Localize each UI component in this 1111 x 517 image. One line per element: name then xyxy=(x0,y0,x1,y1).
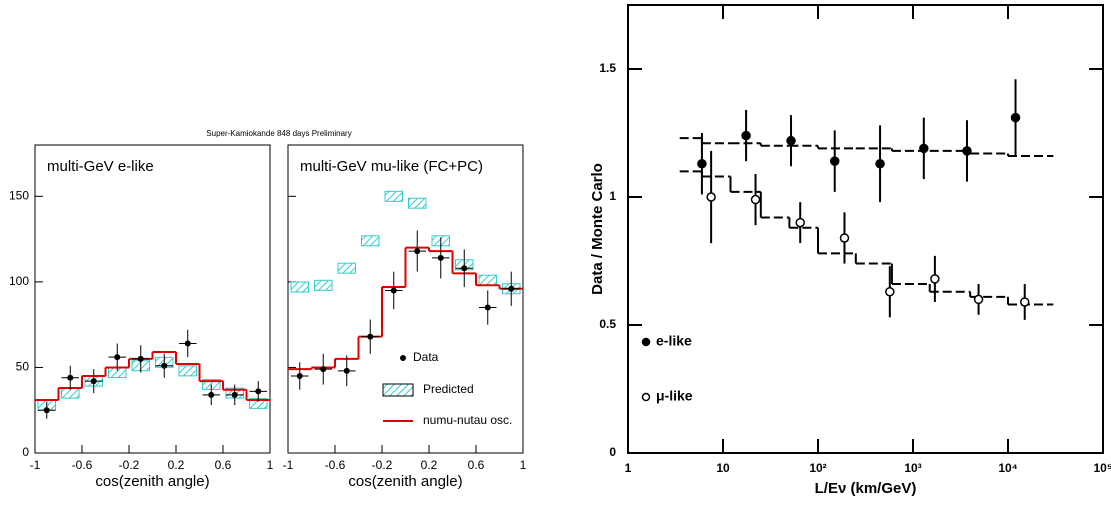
legend-label: μ-like xyxy=(656,388,693,404)
predicted-box xyxy=(361,235,380,247)
x-tick-label: 10⁵ xyxy=(1094,461,1111,475)
x-tick-label: 0.6 xyxy=(468,458,485,472)
data-point xyxy=(741,130,751,141)
x-tick-label: 0.2 xyxy=(421,458,438,472)
x-tick-label: 0.2 xyxy=(168,458,185,472)
legend-marker xyxy=(641,392,651,402)
x-tick-label: -0.6 xyxy=(72,458,93,472)
legend-label: Data xyxy=(413,350,439,364)
predicted-box xyxy=(384,190,403,202)
data-point xyxy=(343,367,350,374)
x-tick-label: -1 xyxy=(30,458,41,472)
data-point xyxy=(973,294,984,305)
x-tick-label: 1 xyxy=(625,461,632,475)
y-tick-label: 0 xyxy=(22,445,29,459)
data-point xyxy=(829,156,840,166)
predicted-box xyxy=(337,262,356,274)
x-tick-label: -0.2 xyxy=(372,458,393,472)
x-tick-label: 10⁴ xyxy=(998,461,1017,475)
data-point xyxy=(67,374,74,381)
data-point xyxy=(367,333,374,340)
data-point xyxy=(750,194,761,205)
data-point xyxy=(484,304,491,311)
data-point xyxy=(461,265,468,272)
x-tick-label: 10 xyxy=(716,461,730,475)
y-tick-label: 0.5 xyxy=(599,317,616,331)
x-tick-label: 10² xyxy=(809,461,826,475)
data-point xyxy=(697,158,707,169)
y-tick-label: 0 xyxy=(609,445,616,459)
data-point xyxy=(90,378,97,385)
plot-frame xyxy=(287,144,524,454)
data-point xyxy=(296,373,303,379)
data-point xyxy=(875,158,885,169)
data-point xyxy=(255,388,262,395)
y-axis-label: Data / Monte Carlo xyxy=(589,163,606,295)
x-axis-label: cos(zenith angle) xyxy=(95,473,209,490)
x-tick-label: 1 xyxy=(520,458,527,472)
x-tick-label: 10³ xyxy=(904,461,921,475)
panel-label: multi-GeV e-like xyxy=(47,158,154,175)
y-tick-label: 50 xyxy=(16,360,30,374)
data-point xyxy=(962,146,972,156)
x-tick-label: -1 xyxy=(283,458,294,472)
data-point xyxy=(137,355,144,362)
x-tick-label: -0.6 xyxy=(325,458,346,472)
data-point xyxy=(795,217,805,228)
data-point xyxy=(1019,297,1030,307)
x-tick-label: -0.2 xyxy=(119,458,140,472)
legend-label: Predicted xyxy=(423,382,474,396)
y-tick-label: 1.5 xyxy=(599,61,616,75)
data-point xyxy=(208,391,215,398)
legend-marker xyxy=(382,383,414,397)
data-point xyxy=(919,143,929,154)
y-tick-label: 1 xyxy=(609,189,616,203)
data-point xyxy=(839,233,850,243)
predicted-box xyxy=(290,281,309,293)
data-point xyxy=(508,285,515,292)
data-point xyxy=(414,248,421,255)
panel-label: multi-GeV mu-like (FC+PC) xyxy=(300,158,483,175)
data-point xyxy=(390,287,397,294)
data-point xyxy=(184,340,191,347)
chart-title: Super-Kamiokande 848 days Preliminary xyxy=(206,129,351,138)
predicted-box xyxy=(408,197,427,209)
legend-label: numu-nutau osc. xyxy=(423,413,512,427)
data-point xyxy=(1010,112,1021,123)
x-axis-label: cos(zenith angle) xyxy=(348,473,462,490)
legend-marker xyxy=(400,355,406,361)
legend-marker xyxy=(641,337,651,347)
data-point xyxy=(437,254,444,261)
predicted-box xyxy=(178,365,197,377)
x-axis-label: L/Eν (km/GeV) xyxy=(815,480,917,497)
data-point xyxy=(930,274,940,284)
data-point xyxy=(320,366,327,373)
y-tick-label: 150 xyxy=(9,189,29,203)
data-point xyxy=(706,192,716,202)
plot-frame xyxy=(627,4,1104,454)
plot-frame xyxy=(34,144,271,454)
x-tick-label: 0.6 xyxy=(215,458,232,472)
data-point xyxy=(786,135,796,146)
x-tick-label: 1 xyxy=(267,458,274,472)
data-point xyxy=(114,354,121,361)
predicted-box xyxy=(314,279,333,291)
data-point xyxy=(231,391,238,398)
legend-label: e-like xyxy=(656,333,692,349)
data-point xyxy=(885,286,895,297)
predicted-box xyxy=(478,274,497,286)
data-point xyxy=(161,362,168,369)
y-tick-label: 100 xyxy=(9,274,29,288)
data-point xyxy=(43,407,50,414)
